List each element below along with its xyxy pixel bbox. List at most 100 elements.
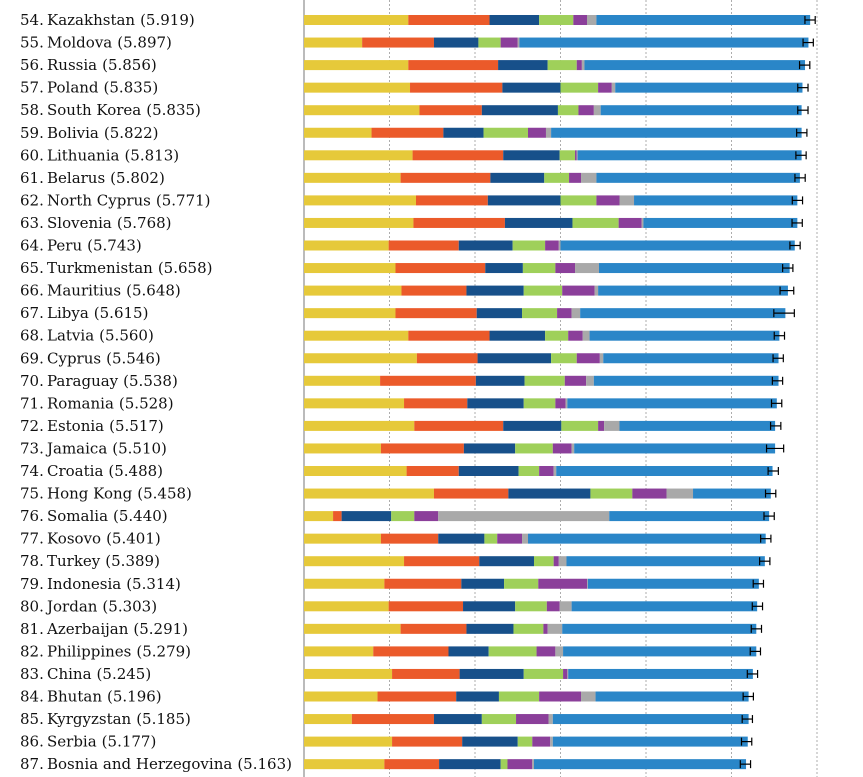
country-label: Bhutan [47, 688, 102, 706]
chart-row: 61. Belarus (5.802) [20, 169, 806, 187]
bar-segment [304, 398, 405, 409]
chart-row: 86. Serbia (5.177) [20, 733, 753, 751]
bar-segment [414, 511, 439, 522]
chart-row: 54. Kazakhstan (5.919) [20, 11, 816, 29]
bar-segment [643, 217, 798, 228]
rank-label: 56. [20, 56, 44, 74]
bar-segment [555, 646, 564, 657]
rank-label: 69. [20, 349, 44, 367]
rank-label: 82. [20, 642, 44, 660]
score-label: (5.303) [102, 597, 157, 615]
bar-segment [598, 263, 790, 274]
bar-segment [693, 488, 771, 499]
bar-segment [388, 240, 459, 251]
bar-segment [593, 375, 779, 386]
score-label: (5.163) [237, 755, 292, 773]
bar-segment [481, 714, 517, 725]
bar-segment [489, 15, 540, 25]
score-label: (5.279) [136, 642, 191, 660]
bar-segment [476, 308, 523, 319]
bar-segment [304, 60, 409, 71]
bar-segment [561, 420, 599, 431]
bar-segment [304, 488, 434, 499]
bar-segment [596, 172, 800, 183]
row-label: 71. Romania (5.528) [20, 394, 174, 412]
bar-segment [304, 511, 334, 522]
chart-rows: 54. Kazakhstan (5.919) 55. Moldova (5.897) 56.… [20, 11, 816, 773]
rank-label: 61. [20, 169, 44, 187]
bar-segment [598, 82, 612, 93]
bar-segment [498, 60, 548, 71]
rank-label: 65. [20, 259, 44, 277]
bar-segment [615, 82, 803, 93]
bar-segment [304, 533, 381, 544]
bar-segment [304, 240, 389, 251]
bar-segment [414, 420, 504, 431]
row-label: 64. Peru (5.743) [20, 237, 142, 255]
chart-row: 73. Jamaica (5.510) [20, 439, 785, 457]
country-label: Turkmenistan [47, 259, 153, 277]
bar-segment [304, 714, 352, 725]
bar-segment [401, 285, 467, 296]
row-label: 75. Hong Kong (5.458) [20, 485, 192, 503]
country-label: Russia [47, 56, 97, 74]
bar-segment [408, 330, 490, 341]
bar-segment [532, 759, 534, 770]
rank-label: 59. [20, 124, 44, 142]
bar-segment [576, 353, 600, 364]
rank-label: 62. [20, 191, 44, 209]
row-label: 56. Russia (5.856) [20, 56, 157, 74]
bar-segment [611, 82, 616, 93]
bar-segment [498, 691, 540, 702]
row-label: 58. South Korea (5.835) [20, 101, 201, 119]
bar-segment [523, 398, 556, 409]
rank-label: 86. [20, 733, 44, 751]
bar-segment [569, 172, 582, 183]
rank-label: 70. [20, 372, 44, 390]
country-label: Kosovo [47, 530, 101, 548]
bar-segment [484, 533, 498, 544]
bar-segment [528, 533, 766, 544]
bar-segment [512, 240, 546, 251]
score-label: (5.768) [117, 214, 172, 232]
bar-segment [553, 556, 559, 567]
bar-segment [380, 443, 464, 454]
bar-segment [503, 420, 562, 431]
country-label: Paraguay [47, 372, 119, 390]
country-label: Latvia [47, 327, 94, 345]
country-label: Moldova [47, 34, 112, 52]
bar-segment [433, 37, 479, 48]
chart-row: 60. Lithuania (5.813) [20, 146, 807, 164]
gridlines [303, 0, 818, 777]
bar-segment [574, 443, 776, 454]
score-label: (5.919) [140, 11, 195, 29]
score-label: (5.458) [137, 485, 192, 503]
bar-segment [666, 488, 694, 499]
bar-segment [594, 285, 599, 296]
score-label: (5.177) [102, 733, 157, 751]
score-label: (5.440) [113, 507, 168, 525]
bar-segment [528, 127, 546, 138]
bar-segment [573, 15, 588, 25]
country-label: Kazakhstan [47, 11, 135, 29]
country-label: Turkey [47, 552, 101, 570]
bar-segment [618, 217, 642, 228]
row-label: 81. Azerbaijan (5.291) [20, 620, 188, 638]
bar-segment [439, 759, 501, 770]
bar-segment [603, 353, 779, 364]
bar-segment [539, 466, 554, 476]
bar-segment [341, 511, 392, 522]
bar-segment [304, 420, 415, 431]
bar-segment [304, 195, 417, 206]
bar-segment [558, 556, 567, 567]
country-label: Romania [47, 394, 114, 412]
bar-segment [517, 736, 533, 747]
bar-segment [533, 759, 747, 770]
bar-segment [581, 172, 597, 183]
chart-row: 81. Azerbaijan (5.291) [20, 620, 763, 638]
bar-segment [545, 330, 569, 341]
bar-segment [448, 646, 489, 657]
bar-segment [513, 623, 544, 634]
bar-segment [500, 37, 518, 48]
rank-label: 55. [20, 34, 44, 52]
